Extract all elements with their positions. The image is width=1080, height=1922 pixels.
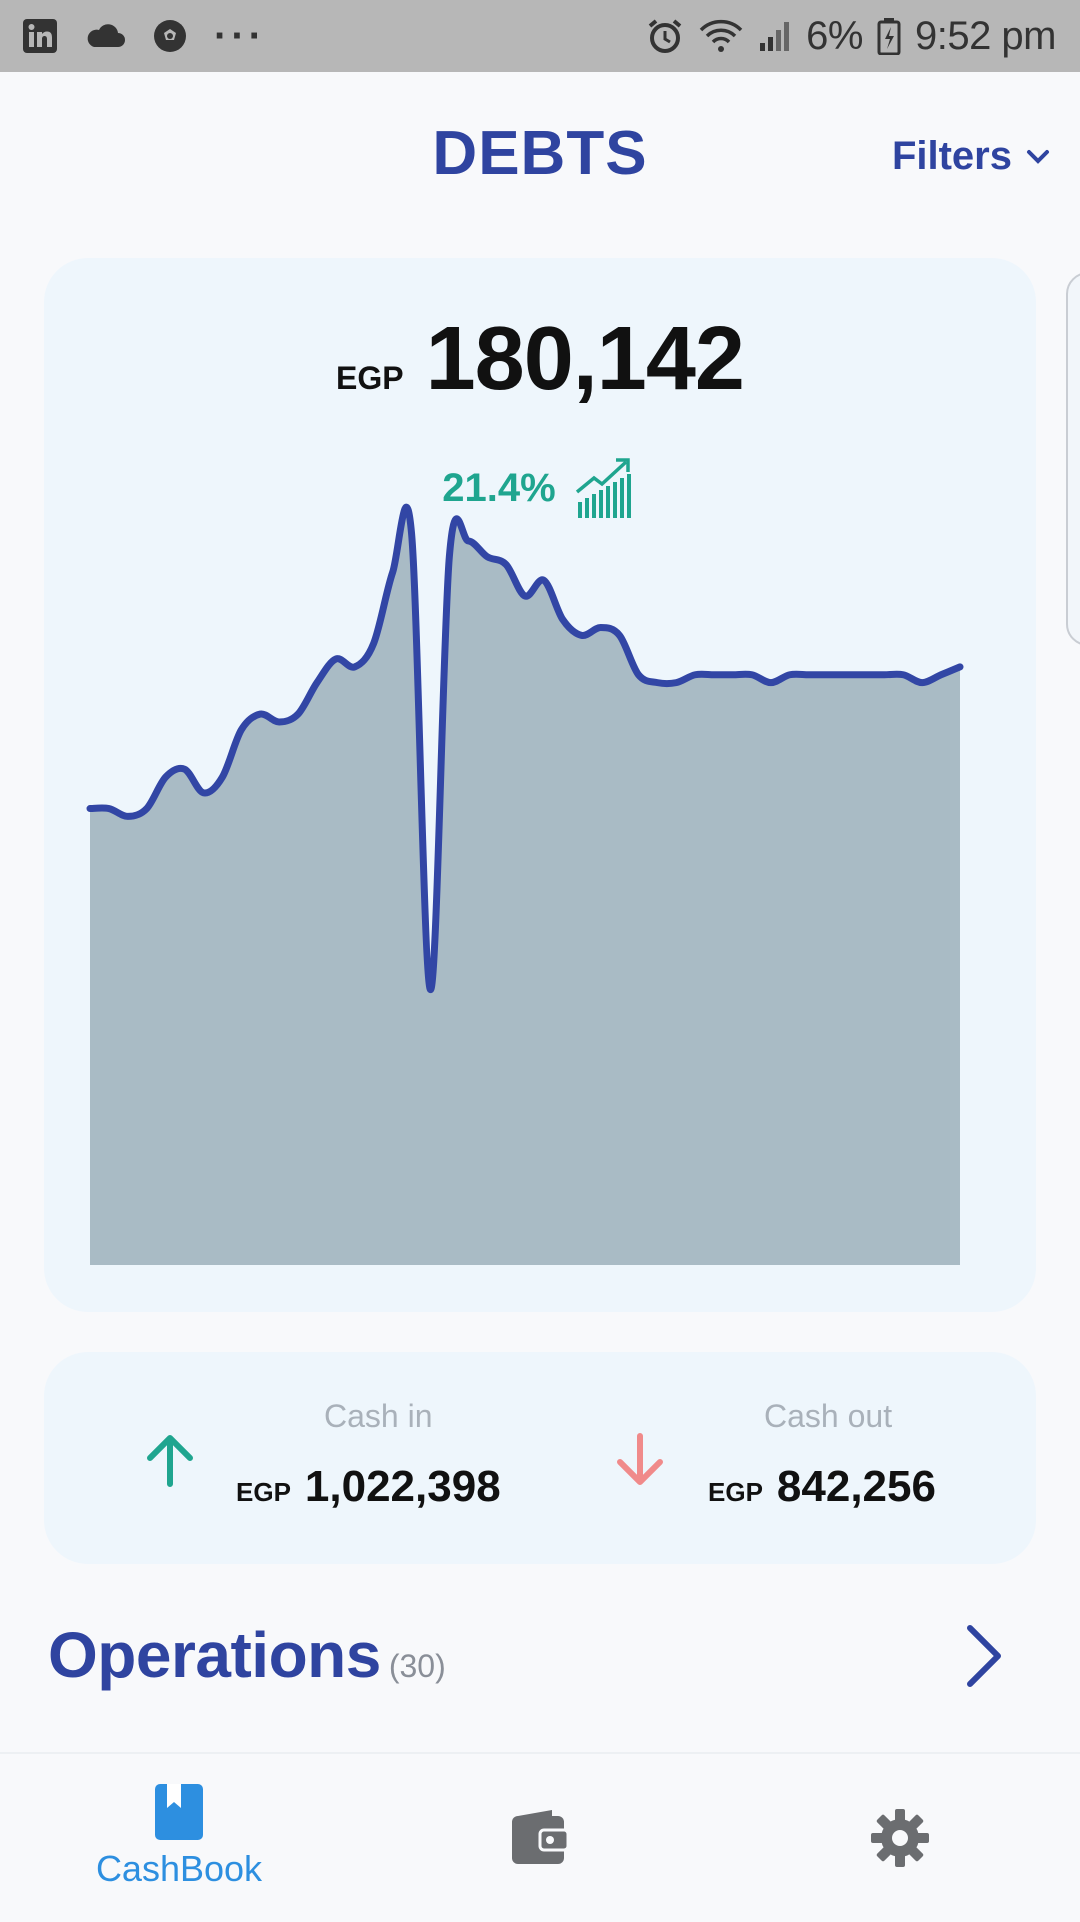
- chevron-right-icon[interactable]: [962, 1622, 1006, 1690]
- operations-count: (30): [388, 1648, 446, 1684]
- operations-title: Operations: [48, 1619, 381, 1691]
- signal-icon: [760, 22, 790, 51]
- status-bar-right: 6% 9:52 pm: [632, 13, 1057, 59]
- balance-amount: 180,142: [425, 309, 745, 409]
- arrow-down-icon: [617, 1433, 663, 1485]
- alarm-icon: [648, 19, 682, 53]
- arrow-up-icon: [147, 1435, 193, 1487]
- chevron-down-icon: [1027, 149, 1049, 164]
- battery-percent: 6%: [806, 13, 863, 58]
- cloud-icon: [87, 24, 125, 47]
- nav-cashbook[interactable]: CashBook: [84, 1782, 274, 1890]
- wallet-icon: [512, 1810, 570, 1864]
- nav-wallet[interactable]: [510, 1808, 570, 1871]
- battery-charging-icon: [877, 18, 901, 55]
- filters-button[interactable]: Filters: [892, 134, 1050, 179]
- operations-header[interactable]: Operations (30): [48, 1618, 446, 1692]
- book-icon: [155, 1784, 203, 1840]
- nav-cashbook-label: CashBook: [95, 1848, 263, 1889]
- chart-series-line: [86, 503, 964, 994]
- balance-currency: EGP: [336, 360, 404, 396]
- cash-in-amount: 1,022,398: [304, 1462, 501, 1511]
- status-bar-left: ···: [22, 14, 292, 59]
- cash-in-label: Cash in: [324, 1398, 433, 1434]
- nav-settings[interactable]: [870, 1808, 930, 1873]
- trend-percentage: 21.4%: [442, 465, 556, 510]
- bottom-navigation: CashBook: [0, 1752, 1080, 1922]
- clock: 9:52 pm: [914, 13, 1057, 58]
- cash-out-value: EGP 842,256: [708, 1462, 936, 1512]
- cash-in-currency: EGP: [236, 1477, 291, 1507]
- trending-up-chart-icon: [575, 458, 631, 518]
- cash-flow-card: [44, 1352, 1036, 1564]
- page-title: DEBTS: [432, 119, 648, 188]
- trend-indicator: 21.4%: [0, 456, 1080, 520]
- filters-label: Filters: [891, 134, 1012, 178]
- wifi-icon: [699, 19, 743, 52]
- cash-out-amount: 842,256: [776, 1462, 936, 1511]
- soccer-ball-icon: [154, 20, 186, 52]
- cash-out-currency: EGP: [708, 1477, 763, 1507]
- cash-in-value: EGP 1,022,398: [236, 1462, 501, 1512]
- more-dots-icon: ···: [214, 13, 266, 58]
- linkedin-icon: [23, 19, 57, 53]
- chart-area-fill: [90, 507, 960, 1266]
- total-balance: EGP 180,142: [0, 308, 1080, 411]
- status-bar: ··· 6% 9:52 pm: [0, 0, 1080, 72]
- cash-out-label: Cash out: [764, 1398, 893, 1434]
- gear-icon: [871, 1809, 929, 1867]
